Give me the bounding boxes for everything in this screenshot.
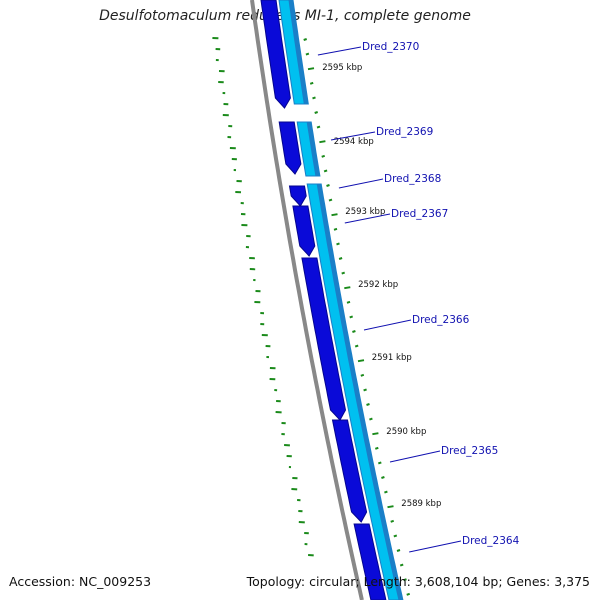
gene-leader <box>409 540 462 553</box>
kbp-label: 2590 kbp <box>386 427 426 437</box>
kbp-ticks: 2595 kbp 2594 kbp 2593 kbp 2592 kbp 2591 kbp… <box>303 38 441 596</box>
minor-tick <box>338 257 343 260</box>
kbp-label: 2595 kbp <box>322 63 362 73</box>
forward-cds-edge <box>316 183 404 600</box>
gene-label: Dred_2368 <box>384 173 441 185</box>
minor-tick <box>346 300 351 304</box>
minor-tick <box>381 476 385 479</box>
forward-strand-track <box>278 0 404 600</box>
minor-tick <box>360 373 365 377</box>
minor-tick <box>406 592 411 596</box>
minor-tick <box>312 96 316 100</box>
minor-tick <box>305 52 310 56</box>
reverse-cds <box>288 185 307 207</box>
gene-labels: Dred_2370 Dred_2369 Dred_2368 Dred_2367 Dred… <box>317 41 520 553</box>
minor-tick <box>393 534 398 538</box>
gene-label: Dred_2364 <box>462 535 520 547</box>
gene-label: Dred_2367 <box>391 208 448 220</box>
minor-tick <box>390 519 395 523</box>
minor-tick <box>354 344 359 348</box>
minor-tick <box>319 140 326 144</box>
reverse-strand-track <box>260 0 387 600</box>
minor-tick <box>399 563 404 567</box>
minor-tick <box>341 271 346 275</box>
forward-cds-edge <box>306 121 321 177</box>
gene-leader <box>344 213 391 224</box>
minor-tick <box>363 388 367 392</box>
kbp-label: 2589 kbp <box>401 499 441 509</box>
minor-tick <box>349 315 354 319</box>
gene-leader <box>363 319 412 331</box>
backbone-track <box>250 0 364 600</box>
minor-tick <box>328 198 333 202</box>
minor-tick <box>372 432 379 436</box>
gene-label: Dred_2369 <box>376 126 433 138</box>
gene-leader <box>338 178 384 189</box>
backbone-line <box>250 0 364 600</box>
gene-label: Dred_2366 <box>412 314 470 326</box>
minor-tick <box>387 505 394 509</box>
gene-label: Dred_2370 <box>362 41 419 53</box>
gene-label: Dred_2365 <box>441 445 498 457</box>
minor-tick <box>366 403 370 406</box>
gene-leader <box>330 131 376 141</box>
kbp-label: 2594 kbp <box>334 137 374 147</box>
minor-tick <box>331 213 338 217</box>
minor-tick <box>333 227 338 231</box>
minor-tick <box>344 286 351 290</box>
kbp-label: 2593 kbp <box>345 207 385 217</box>
gene-leader <box>389 450 441 463</box>
gene-leader <box>317 46 362 56</box>
reverse-cds <box>331 419 368 523</box>
minor-tick <box>377 461 382 465</box>
accession-text: Accession: NC_009253 <box>9 574 152 589</box>
minor-tick <box>303 38 308 41</box>
minor-tick <box>369 417 373 421</box>
minor-tick <box>326 184 330 187</box>
reverse-cds <box>301 257 347 421</box>
forward-cds-edge <box>288 0 309 105</box>
summary-text: Topology: circular; Length: 3,608,104 bp… <box>246 574 590 589</box>
reverse-cds <box>278 121 302 175</box>
minor-tick <box>309 81 314 85</box>
reverse-cds <box>292 205 316 257</box>
minor-tick <box>314 111 319 114</box>
reverse-cds <box>353 523 387 600</box>
minor-tick <box>396 549 401 552</box>
minor-tick <box>403 578 407 582</box>
minor-tick <box>321 154 326 158</box>
minor-tick <box>336 242 340 246</box>
minor-tick <box>352 330 356 333</box>
minor-tick <box>316 125 321 129</box>
minor-tick <box>357 359 365 363</box>
reverse-cds <box>260 0 291 109</box>
minor-tick <box>374 446 379 450</box>
minor-tick <box>323 169 328 173</box>
minor-tick <box>384 490 388 494</box>
gc-dots-track <box>212 37 314 557</box>
kbp-label: 2592 kbp <box>358 280 398 290</box>
kbp-label: 2591 kbp <box>372 353 412 363</box>
minor-tick <box>307 67 315 71</box>
